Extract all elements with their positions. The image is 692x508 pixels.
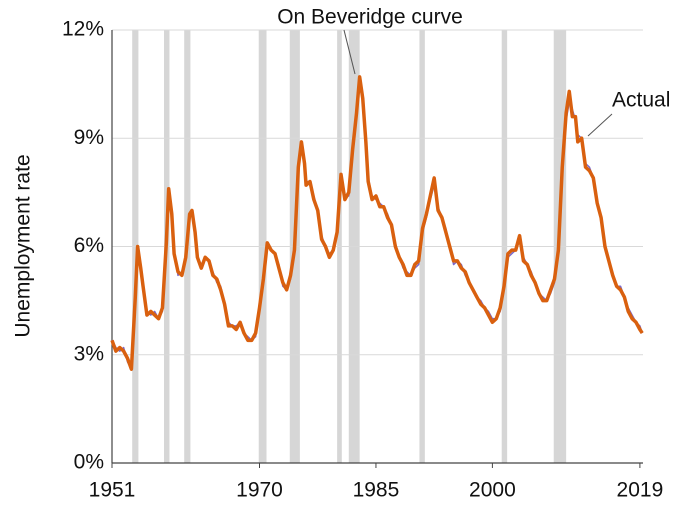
- y-tick-label: 9%: [74, 126, 104, 149]
- annotation-pointer: [343, 29, 356, 75]
- series-annotation: Actual: [612, 89, 670, 112]
- series-annotation: On Beveridge curve: [277, 6, 463, 29]
- annotation-pointer: [587, 113, 613, 137]
- x-tick-label: 2000: [469, 479, 516, 502]
- y-tick-label: 0%: [74, 451, 104, 474]
- x-tick-label: 1970: [236, 479, 283, 502]
- x-tick-label: 1951: [89, 479, 136, 502]
- series-line: [110, 75, 644, 371]
- y-tick-label: 3%: [74, 342, 104, 365]
- x-tick-label: 2019: [617, 479, 664, 502]
- y-tick-label: 6%: [74, 234, 104, 257]
- x-tick-label: 1985: [353, 479, 400, 502]
- y-axis-label: Unemployment rate: [12, 154, 35, 337]
- y-tick-label: 12%: [62, 18, 104, 41]
